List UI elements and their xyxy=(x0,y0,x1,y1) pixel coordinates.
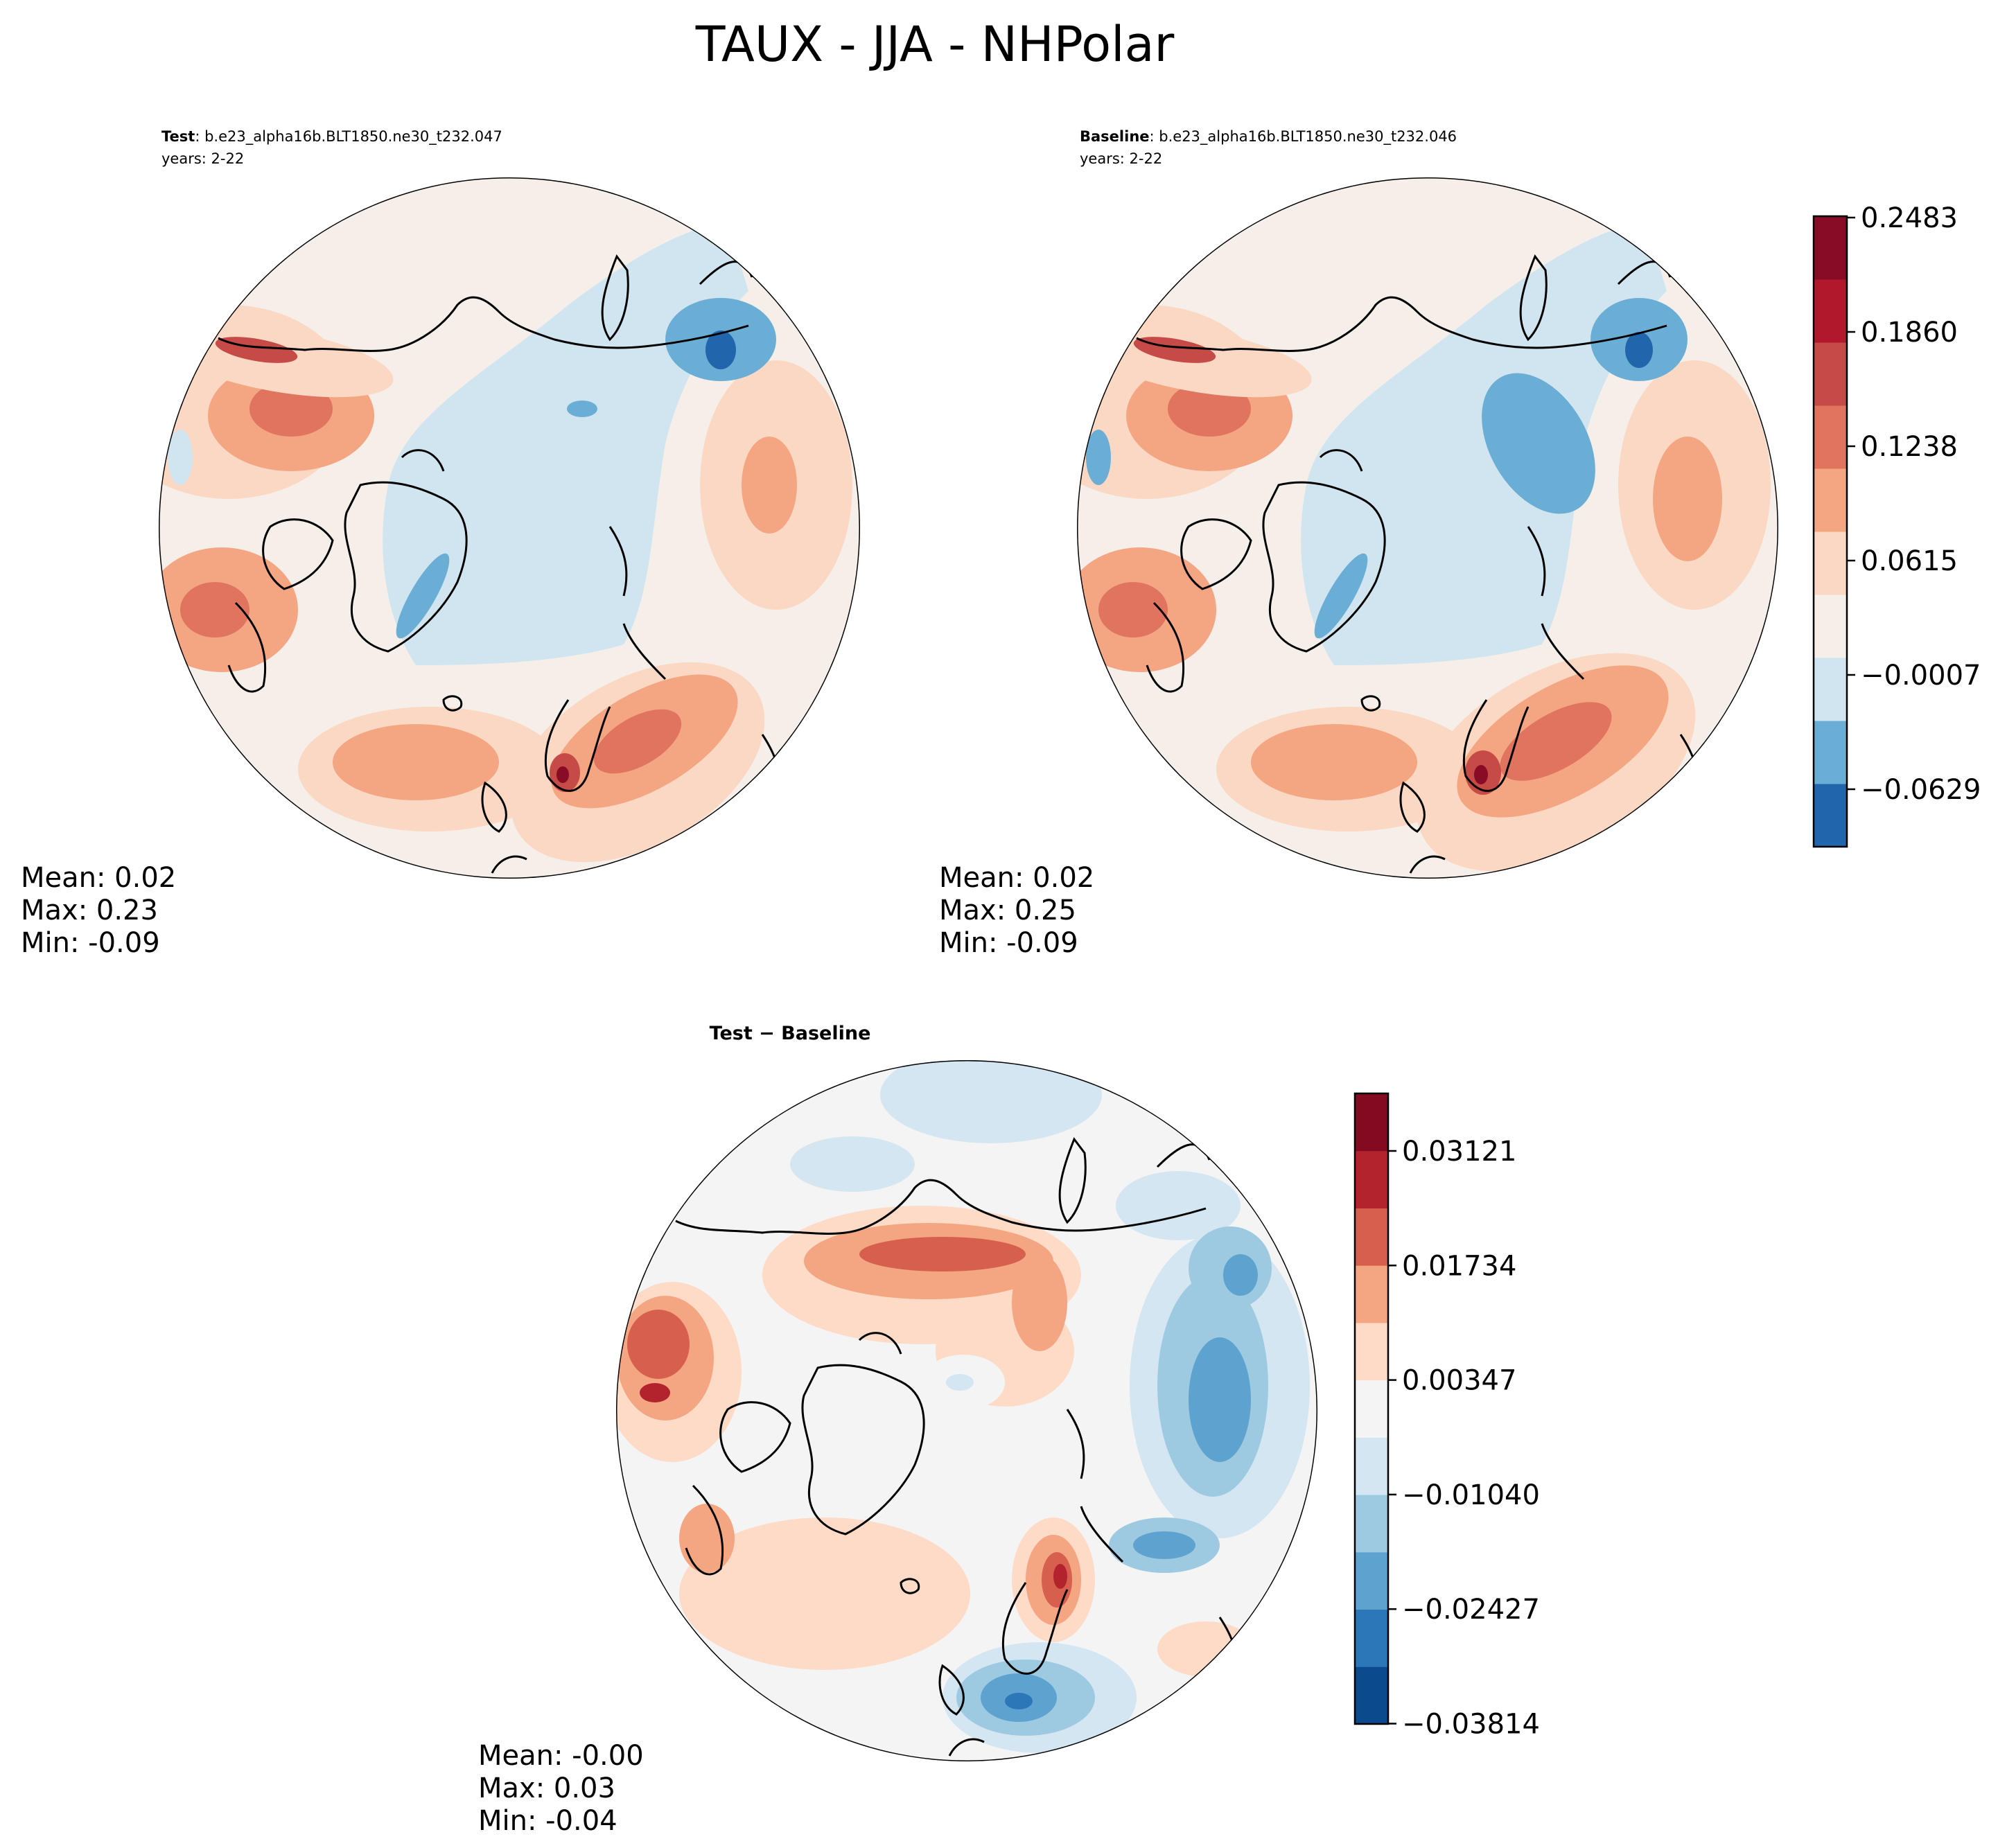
cb-main-swatch xyxy=(1814,721,1847,784)
baseline-panel-title: Baseline: b.e23_alpha16b.BLT1850.ne30_t2… xyxy=(1080,128,1457,146)
cb-main-swatch xyxy=(1814,658,1847,721)
baseline-map xyxy=(1077,177,1778,879)
test-min: Min: -0.09 xyxy=(21,927,160,959)
baseline-panel-title-label: Baseline xyxy=(1080,128,1150,145)
baseline-max: Max: 0.25 xyxy=(939,895,1076,926)
cb-diff-tick-label: 0.00347 xyxy=(1402,1365,1516,1397)
cb-main-tick-label: 0.2483 xyxy=(1861,202,1958,234)
test-mean: Mean: 0.02 xyxy=(21,862,176,894)
cb-diff-swatch xyxy=(1355,1609,1388,1667)
cb-main-swatch xyxy=(1814,468,1847,532)
cb-main-frame xyxy=(1812,215,1848,848)
baseline-panel-title-case: : b.e23_alpha16b.BLT1850.ne30_t232.046 xyxy=(1150,128,1457,146)
cb-diff-tick-label: −0.02427 xyxy=(1402,1594,1540,1626)
cb-diff-swatch xyxy=(1355,1208,1388,1266)
cb-main-swatch xyxy=(1814,216,1847,280)
baseline-min: Min: -0.09 xyxy=(939,927,1078,959)
test-panel-title: Test: b.e23_alpha16b.BLT1850.ne30_t232.0… xyxy=(161,128,502,146)
cb-diff-swatch xyxy=(1355,1551,1388,1610)
cb-main-tick-label: 0.0615 xyxy=(1861,545,1958,577)
cb-diff-tick-label: 0.03121 xyxy=(1402,1136,1516,1168)
test-max: Max: 0.23 xyxy=(21,895,158,926)
test-panel: Test: b.e23_alpha16b.BLT1850.ne30_t232.0… xyxy=(21,128,860,959)
cb-main-swatch xyxy=(1814,595,1847,658)
test-coastlines xyxy=(218,254,780,874)
cb-diff-tick-label: −0.03814 xyxy=(1402,1709,1540,1741)
cb-diff-swatch xyxy=(1355,1495,1388,1553)
cb-main-swatch xyxy=(1814,531,1847,595)
cb-main-swatch xyxy=(1814,279,1847,343)
cb-main-swatch xyxy=(1814,784,1847,847)
baseline-panel-years: years: 2-22 xyxy=(1080,150,1162,167)
baseline-mean: Mean: 0.02 xyxy=(939,862,1094,894)
cb-main-tick-label: −0.0629 xyxy=(1861,774,1981,806)
cb-diff-swatch xyxy=(1355,1666,1388,1725)
test-map xyxy=(159,177,860,879)
cb-diff-swatch xyxy=(1355,1265,1388,1323)
cb-main-tick-label: 0.1238 xyxy=(1861,431,1958,463)
figure-title: TAUX - JJA - NHPolar xyxy=(695,16,1175,73)
test-panel-title-case: : b.e23_alpha16b.BLT1850.ne30_t232.047 xyxy=(195,128,502,146)
cb-main-tick-label: −0.0007 xyxy=(1861,660,1981,692)
diff-panel-title: Test − Baseline xyxy=(710,1023,871,1044)
cb-main-tick-label: 0.1860 xyxy=(1861,317,1958,349)
cb-diff-tick-label: −0.01040 xyxy=(1402,1479,1540,1511)
cb-main-swatch xyxy=(1814,342,1847,406)
diff-panel: Test − Baseline xyxy=(478,1023,1317,1837)
diff-max: Max: 0.03 xyxy=(478,1772,615,1804)
diff-mean: Mean: -0.00 xyxy=(478,1740,644,1772)
cb-diff-frame xyxy=(1353,1092,1390,1725)
baseline-coastlines xyxy=(1136,254,1699,874)
test-panel-years: years: 2-22 xyxy=(161,150,244,167)
test-panel-title-label: Test xyxy=(161,128,195,145)
cb-main-swatch xyxy=(1814,405,1847,469)
cb-diff-swatch xyxy=(1355,1322,1388,1381)
cb-diff-swatch xyxy=(1355,1437,1388,1495)
diff-min: Min: -0.04 xyxy=(478,1805,617,1837)
main-colorbar: 0.2483 0.1860 0.1238 0.0615 −0.0007 −0.0629 xyxy=(1812,202,1981,848)
baseline-panel: Baseline: b.e23_alpha16b.BLT1850.ne30_t2… xyxy=(939,128,1778,959)
cb-diff-swatch xyxy=(1355,1380,1388,1438)
cb-diff-swatch xyxy=(1355,1093,1388,1152)
cb-diff-tick-label: 0.01734 xyxy=(1402,1250,1516,1282)
cb-diff-swatch xyxy=(1355,1150,1388,1208)
diff-map xyxy=(616,1060,1317,1761)
diff-colorbar: 0.03121 0.01734 0.00347 −0.01040 −0.02427 −0.… xyxy=(1353,1092,1540,1741)
